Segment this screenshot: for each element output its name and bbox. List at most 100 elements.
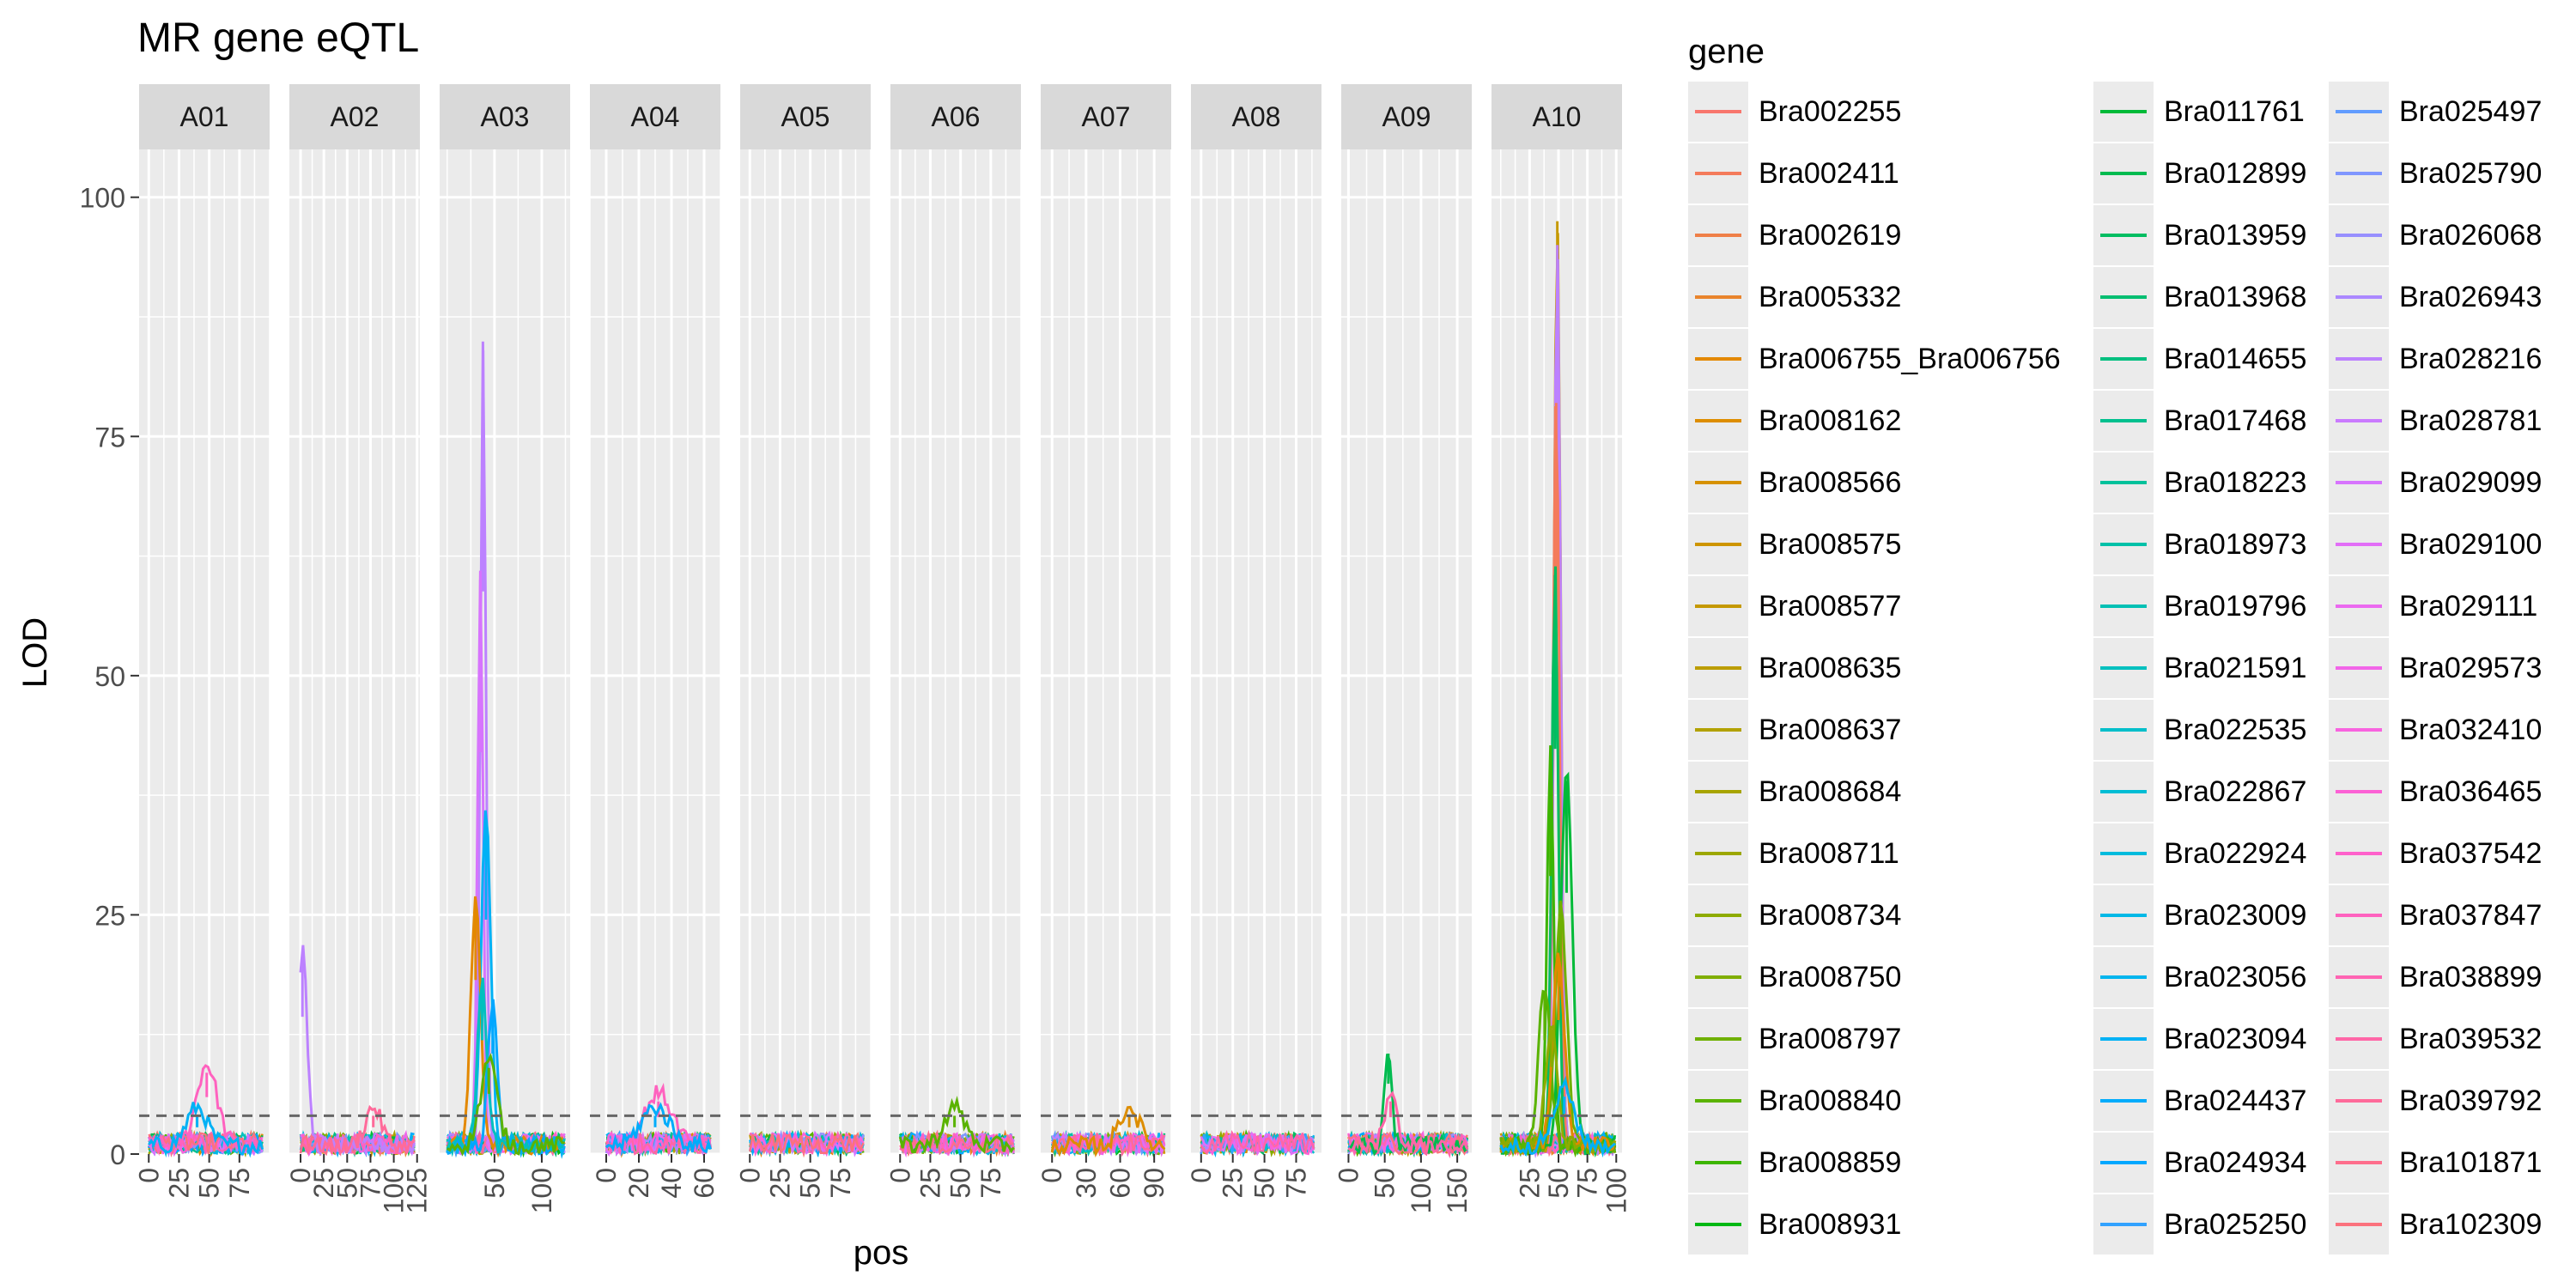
y-tick-label: 50: [94, 661, 125, 692]
legend-swatch: [1695, 852, 1741, 855]
legend-swatch: [2100, 852, 2147, 855]
legend-label: Bra039532: [2399, 1022, 2543, 1055]
series-line-bra023094: [148, 1102, 264, 1158]
series-line-bra008162: [1050, 1105, 1166, 1157]
legend-key: [1688, 638, 1748, 698]
legend-label: Bra038899: [2399, 960, 2543, 993]
legend-item: Bra019796: [2093, 575, 2306, 637]
legend-item: Bra038899: [2329, 946, 2542, 1008]
series-line-bra039532: [1347, 1091, 1469, 1159]
legend-label: Bra008162: [1759, 404, 1902, 437]
legend-key: [2329, 205, 2389, 265]
legend-label: Bra008840: [1759, 1084, 1902, 1117]
x-tick-label: 25: [914, 1168, 945, 1199]
legend-swatch: [1695, 975, 1741, 979]
legend-key: [1688, 576, 1748, 636]
legend-label: Bra008711: [1759, 836, 1899, 870]
panel-a03: A03 50 100: [440, 84, 570, 1213]
legend-item: Bra008162: [1688, 390, 1901, 452]
legend-item: Bra039532: [2329, 1008, 2542, 1070]
legend-key: [2329, 1194, 2389, 1255]
legend-label: Bra018973: [2164, 527, 2307, 561]
legend-item: Bra008750: [1688, 946, 1901, 1008]
legend-swatch: [2336, 852, 2382, 855]
legend-item: Bra022535: [2093, 699, 2306, 761]
legend-item: Bra037542: [2329, 823, 2542, 884]
legend-swatch: [2100, 605, 2147, 608]
panel-a04: A04 0 20 40 60: [589, 84, 721, 1199]
legend-key: [1688, 329, 1748, 389]
legend-swatch: [1695, 1161, 1741, 1164]
x-tick-label: 0: [1333, 1168, 1364, 1183]
x-tick-label: 60: [1105, 1168, 1136, 1199]
legend-key: [2093, 514, 2154, 574]
legend-label: Bra008931: [1759, 1207, 1902, 1241]
legend-key: [2329, 700, 2389, 760]
legend-key: [2093, 1194, 2154, 1255]
facet-strip: [440, 84, 570, 149]
legend-label: Bra011761: [2164, 94, 2305, 128]
legend-item: Bra022924: [2093, 823, 2306, 884]
x-tick-label: 0: [884, 1168, 915, 1183]
legend-key: [1688, 453, 1748, 513]
x-tick-label: 75: [825, 1168, 856, 1199]
legend-item: Bra006755_Bra006756: [1688, 328, 2061, 390]
facet-strip: [890, 84, 1021, 149]
legend-label: Bra008734: [1759, 898, 1902, 932]
legend-label: Bra012899: [2164, 156, 2307, 190]
legend-swatch: [2100, 419, 2147, 422]
legend-key: [2093, 267, 2154, 327]
legend-key: [2093, 576, 2154, 636]
legend-swatch: [2100, 110, 2147, 113]
x-tick-label: 75: [975, 1168, 1006, 1199]
legend-key: [1688, 205, 1748, 265]
legend-key: [1688, 1009, 1748, 1069]
legend-key: [2093, 762, 2154, 822]
series-line-bra102309: [148, 1130, 263, 1157]
panel-background: [1041, 149, 1171, 1154]
x-tick-label: 50: [194, 1168, 225, 1199]
legend-key: [1688, 82, 1748, 142]
legend-item: Bra022867: [2093, 761, 2306, 823]
legend-label: Bra006755_Bra006756: [1759, 342, 2061, 375]
legend-label: Bra029573: [2399, 651, 2543, 684]
legend-swatch: [1695, 914, 1741, 917]
legend-item: Bra005332: [1688, 266, 1901, 328]
legend-item: Bra029111: [2329, 575, 2537, 637]
legend-swatch: [1695, 728, 1741, 732]
series-line-bra102309: [749, 1133, 865, 1155]
legend-label: Bra024934: [2164, 1145, 2307, 1179]
facet-label: A04: [631, 101, 680, 132]
panel-a05: A05 0 25 50 75: [734, 84, 872, 1199]
facet-label: A06: [932, 101, 981, 132]
legend-item: Bra039792: [2329, 1070, 2542, 1132]
x-tick-label: 60: [689, 1168, 720, 1199]
legend-label: Bra008566: [1759, 465, 1902, 499]
legend-label: Bra028781: [2399, 404, 2543, 437]
legend-key: [2093, 885, 2154, 945]
legend-swatch: [2336, 234, 2382, 237]
legend-label: Bra102309: [2399, 1207, 2543, 1241]
legend-item: Bra029099: [2329, 452, 2542, 513]
x-tick-label: 50: [331, 1168, 362, 1199]
facet-label: A03: [481, 101, 530, 132]
legend-item: Bra021591: [2093, 637, 2306, 699]
x-tick-label: 100: [1406, 1168, 1437, 1213]
legend-label: Bra037542: [2399, 836, 2543, 870]
panel-background: [440, 149, 570, 1154]
facet-label: A01: [180, 101, 229, 132]
panel-background: [289, 149, 420, 1154]
legend-label: Bra013959: [2164, 218, 2307, 252]
legend-item: Bra029573: [2329, 637, 2542, 699]
legend-item: Bra024934: [2093, 1132, 2306, 1194]
legend-item: Bra008577: [1688, 575, 1901, 637]
legend-item: Bra037847: [2329, 884, 2542, 946]
series-line-bra008840: [446, 1053, 565, 1157]
legend-label: Bra029100: [2399, 527, 2543, 561]
legend-item: Bra018223: [2093, 452, 2306, 513]
legend-swatch: [2100, 543, 2147, 546]
legend-swatch: [2100, 1037, 2147, 1041]
legend-key: [2093, 82, 2154, 142]
series-line-bra008840: [898, 1095, 1015, 1154]
x-tick-label: 150: [1442, 1168, 1473, 1213]
